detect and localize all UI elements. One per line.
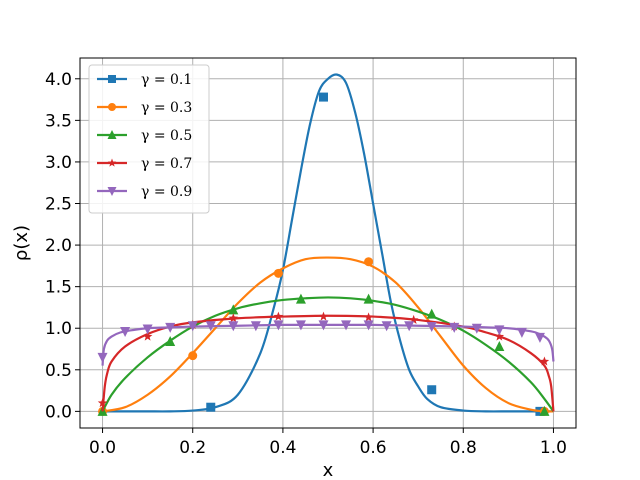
data-point	[165, 322, 176, 333]
data-point	[228, 304, 239, 315]
axis-ticks: 0.0 0.2 0.4 0.6 0.8 1.0 0.0 0.5 1.0 1.5 2.0 2.5 3.0 3…	[45, 70, 567, 458]
data-point	[97, 398, 108, 408]
data-point	[165, 336, 176, 347]
legend-entry: γ = 0.7	[97, 156, 192, 172]
legend: γ = 0.1 γ = 0.3 γ = 0.5 γ = 0.7 γ = 0.9	[88, 64, 210, 214]
series-line	[101, 314, 555, 412]
data-point	[273, 268, 283, 278]
data-point	[273, 320, 284, 331]
data-point	[539, 356, 550, 366]
x-tick-label: 0.4	[269, 438, 296, 458]
data-point	[494, 331, 505, 341]
x-tick-label: 0.8	[450, 438, 477, 458]
data-point	[426, 322, 437, 333]
data-point	[534, 332, 545, 343]
y-tick-label: 2.0	[45, 236, 72, 256]
data-point	[318, 311, 329, 321]
data-point	[539, 405, 550, 416]
y-tick-label: 3.0	[45, 153, 72, 173]
data-point	[228, 313, 239, 323]
legend-entry: γ = 0.1	[97, 72, 192, 88]
data-point	[471, 323, 482, 334]
y-tick-label: 0.0	[45, 402, 72, 422]
x-tick-label: 0.0	[89, 438, 116, 458]
data-point	[494, 341, 505, 352]
data-point	[188, 351, 198, 361]
y-tick-label: 4.0	[45, 70, 72, 90]
data-point	[381, 321, 392, 332]
data-point	[107, 158, 117, 167]
data-point	[273, 311, 284, 321]
x-tick-label: 1.0	[540, 438, 567, 458]
plot-series	[97, 73, 555, 416]
series-2	[98, 256, 554, 416]
data-point	[108, 75, 116, 83]
data-point	[516, 327, 527, 338]
data-point	[205, 321, 216, 332]
series-line	[102, 256, 554, 413]
y-tick-label: 1.0	[45, 319, 72, 339]
data-point	[363, 312, 374, 322]
legend-label: γ = 0.3	[141, 100, 192, 116]
data-point	[206, 402, 216, 412]
data-point	[107, 130, 117, 139]
legend-label: γ = 0.9	[141, 184, 192, 200]
legend-entry: γ = 0.3	[97, 100, 192, 116]
series-line	[101, 296, 555, 413]
x-axis-label: x	[323, 460, 334, 480]
legend-box	[88, 64, 210, 214]
plot-frame	[79, 57, 577, 429]
data-point	[142, 331, 153, 341]
data-point	[250, 321, 261, 332]
legend-label: γ = 0.1	[141, 72, 192, 88]
x-tick-label: 0.6	[360, 438, 387, 458]
series-3	[97, 293, 555, 416]
series-5	[97, 320, 555, 366]
y-tick-label: 0.5	[45, 361, 72, 381]
data-point	[318, 92, 328, 102]
data-point	[228, 321, 239, 332]
data-point	[426, 308, 437, 319]
y-tick-label: 3.5	[45, 111, 72, 131]
data-point	[364, 257, 374, 267]
y-tick-label: 2.5	[45, 195, 72, 215]
data-point	[408, 314, 419, 324]
data-point	[120, 327, 131, 338]
data-point	[187, 321, 198, 332]
data-point	[449, 322, 460, 333]
legend-label: γ = 0.7	[141, 156, 192, 172]
data-point	[108, 103, 116, 111]
y-tick-label: 1.5	[45, 278, 72, 298]
legend-entry: γ = 0.5	[97, 128, 192, 144]
data-point	[318, 320, 329, 331]
x-tick-label: 0.2	[179, 438, 206, 458]
y-axis-label: ρ(x)	[11, 225, 32, 261]
data-point	[341, 320, 352, 331]
data-point	[427, 385, 437, 395]
data-point	[295, 293, 306, 304]
series-line	[102, 73, 554, 413]
legend-entry: γ = 0.9	[97, 184, 192, 200]
data-point	[107, 187, 117, 196]
data-point	[363, 320, 374, 331]
data-point	[404, 321, 415, 332]
data-point	[97, 352, 108, 363]
legend-label: γ = 0.5	[141, 128, 192, 144]
data-point	[295, 320, 306, 331]
data-point	[363, 293, 374, 304]
data-point	[142, 324, 153, 335]
data-point	[494, 325, 505, 336]
